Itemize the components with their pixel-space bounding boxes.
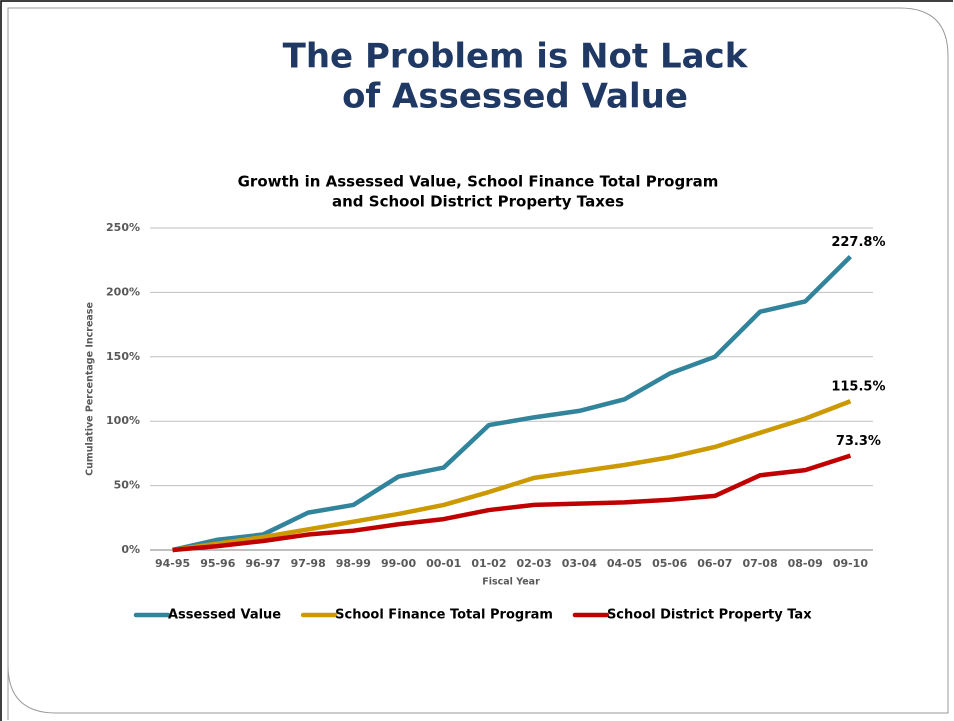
slide-title: of Assessed Value [342,77,688,117]
x-tick-label: 09-10 [833,557,869,570]
x-tick-label: 07-08 [742,557,777,570]
chart-title: and School District Property Taxes [332,193,624,211]
y-tick-label: 200% [106,285,140,298]
x-tick-label: 97-98 [291,557,326,570]
x-tick-label: 94-95 [155,557,190,570]
y-tick-label: 0% [121,543,140,556]
legend-label: Assessed Value [168,608,281,623]
legend-label: School Finance Total Program [335,608,553,623]
x-tick-label: 98-99 [336,557,371,570]
slide-frame [7,7,949,720]
x-tick-label: 04-05 [607,557,642,570]
x-tick-label: 03-04 [562,557,598,570]
series-line [172,254,852,553]
series-line [172,399,852,553]
y-tick-label: 250% [106,221,140,234]
x-tick-label: 05-06 [652,557,688,570]
legend-label: School District Property Tax [607,608,812,623]
data-label: 227.8% [831,235,885,250]
data-label: 73.3% [836,434,881,449]
chart-title: Growth in Assessed Value, School Finance… [238,173,719,191]
x-tick-label: 08-09 [788,557,823,570]
x-tick-label: 06-07 [697,557,732,570]
slide-title: The Problem is Not Lack [283,37,749,77]
x-tick-label: 00-01 [426,557,461,570]
x-axis-label: Fiscal Year [482,577,540,588]
y-tick-label: 50% [114,479,140,492]
x-tick-label: 96-97 [245,557,280,570]
x-tick-label: 01-02 [471,557,506,570]
y-tick-label: 150% [106,350,140,363]
y-axis-label: Cumulative Percentage Increase [85,302,96,476]
series-line [172,453,852,553]
data-label: 115.5% [831,380,885,395]
x-tick-label: 99-00 [381,557,417,570]
y-tick-label: 100% [106,414,140,427]
x-tick-label: 95-96 [200,557,236,570]
x-tick-label: 02-03 [517,557,552,570]
